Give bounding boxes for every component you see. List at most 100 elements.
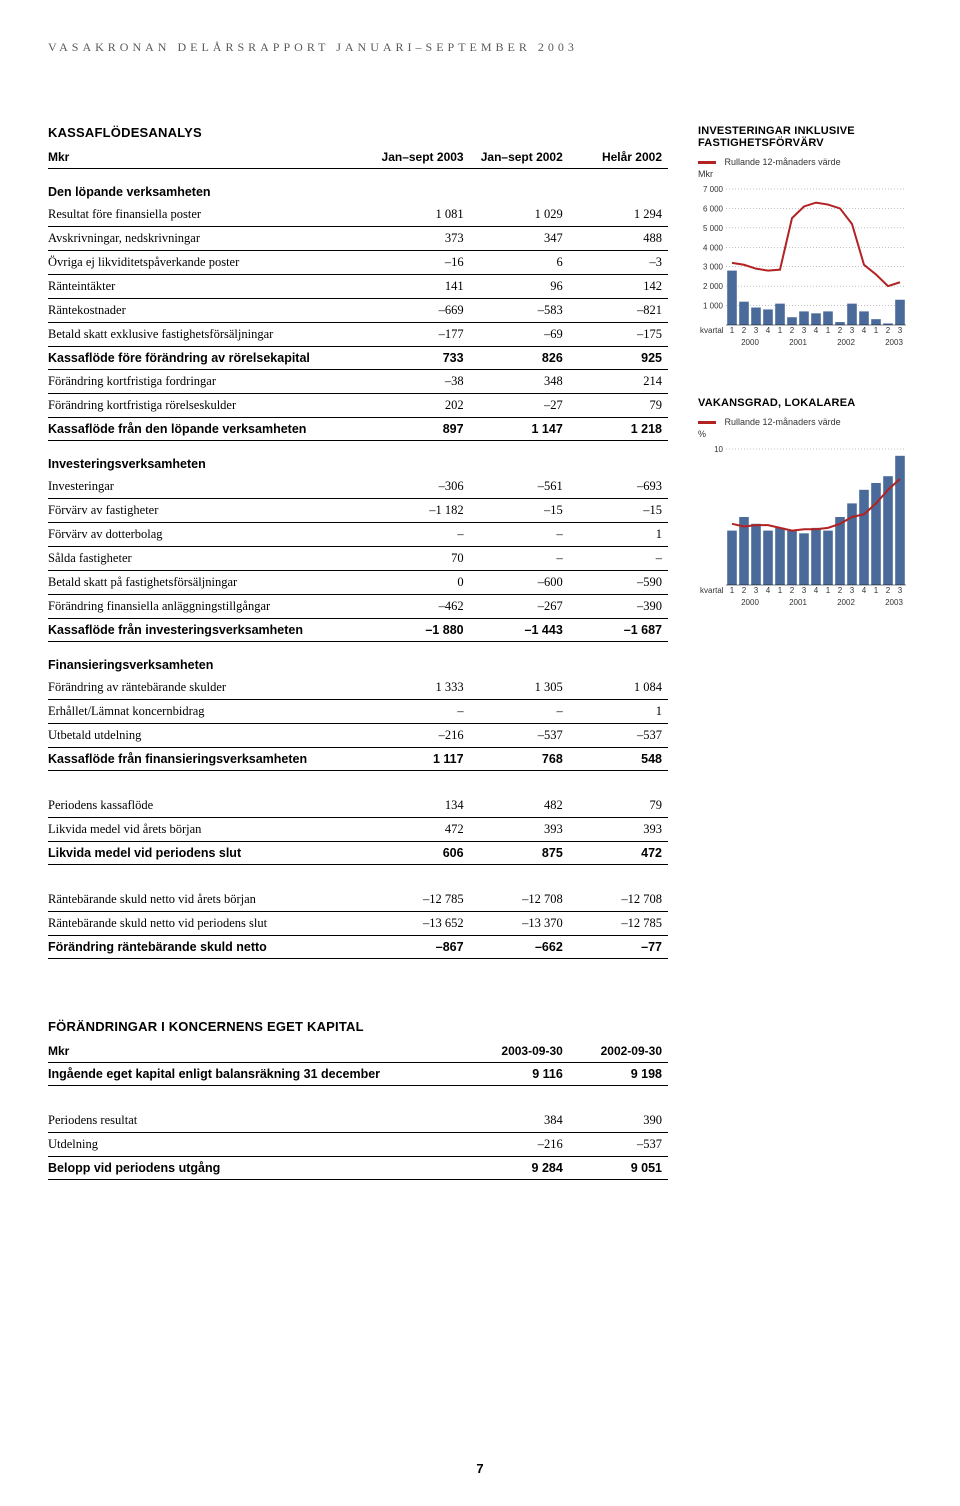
svg-text:3: 3 — [754, 326, 759, 335]
left-column: KASSAFLÖDESANALYS MkrJan–sept 2003Jan–se… — [48, 125, 668, 1180]
chart2-svg: 101234123412341232000200120022003kvartal — [698, 443, 908, 613]
table1-cell: 1 029 — [470, 203, 569, 227]
table1-cell: 1 — [569, 700, 668, 724]
table1-cell: Betald skatt exklusive fastighetsförsälj… — [48, 323, 370, 347]
chart2-unit: % — [698, 429, 908, 439]
table1-cell: –306 — [370, 475, 469, 499]
chart1-svg: 1 0002 0003 0004 0005 0006 0007 00012341… — [698, 183, 908, 353]
chart1-legend: Rullande 12-månaders värde — [698, 157, 908, 167]
table1-cell: Förändring räntebärande skuld netto — [48, 936, 370, 959]
table1-cell: Räntebärande skuld netto vid periodens s… — [48, 912, 370, 936]
table1-cell: Räntebärande skuld netto vid årets börja… — [48, 888, 370, 912]
table1-cell: –12 708 — [470, 888, 569, 912]
svg-text:3: 3 — [754, 586, 759, 595]
svg-text:3 000: 3 000 — [703, 263, 724, 272]
table1-cell: Likvida medel vid årets början — [48, 818, 370, 842]
table2-header-cell: 2002-09-30 — [569, 1040, 668, 1063]
table1-cell: –867 — [370, 936, 469, 959]
svg-text:4: 4 — [814, 326, 819, 335]
table1-cell: –590 — [569, 571, 668, 595]
chart2-title: VAKANSGRAD, LOKALAREA — [698, 397, 908, 409]
svg-text:2: 2 — [790, 586, 795, 595]
table1-cell: Investeringar — [48, 475, 370, 499]
table1-cell: – — [569, 547, 668, 571]
table1-cell: –600 — [470, 571, 569, 595]
svg-text:1: 1 — [826, 326, 831, 335]
svg-text:1: 1 — [874, 586, 879, 595]
table1-cell: 606 — [370, 842, 469, 865]
svg-text:2003: 2003 — [885, 338, 903, 347]
table1-cell: 214 — [569, 370, 668, 394]
table1-cell: 1 — [569, 523, 668, 547]
svg-text:1: 1 — [730, 586, 735, 595]
table1-cell: –821 — [569, 299, 668, 323]
svg-text:2: 2 — [742, 586, 747, 595]
table2-cell: 9 198 — [569, 1063, 668, 1086]
chart2-box: VAKANSGRAD, LOKALAREA Rullande 12-månade… — [698, 397, 908, 617]
table1-cell: 79 — [569, 394, 668, 418]
table1-cell: –13 652 — [370, 912, 469, 936]
table1-cell: 1 333 — [370, 676, 469, 700]
table1-cell: –537 — [470, 724, 569, 748]
table1-cell: Likvida medel vid periodens slut — [48, 842, 370, 865]
table1-cell: Övriga ej likviditetspåverkande poster — [48, 251, 370, 275]
table1-cell: –69 — [470, 323, 569, 347]
table1-cell: –13 370 — [470, 912, 569, 936]
table1-cell: – — [470, 700, 569, 724]
table1-cell: Kassaflöde från finansieringsverksamhete… — [48, 748, 370, 771]
table1-cell: –1 443 — [470, 619, 569, 642]
svg-text:2: 2 — [790, 326, 795, 335]
table1-cell: Utbetald utdelning — [48, 724, 370, 748]
table1-cell: –561 — [470, 475, 569, 499]
table2-cell: –537 — [569, 1133, 668, 1157]
table1-cell: Erhållet/Lämnat koncernbidrag — [48, 700, 370, 724]
table2-cell: 9 116 — [470, 1063, 569, 1086]
table1-cell: Förvärv av fastigheter — [48, 499, 370, 523]
table1-cell: 488 — [569, 227, 668, 251]
table1-cell: –3 — [569, 251, 668, 275]
table2-cell: 384 — [470, 1109, 569, 1133]
table1-cell: Ränteintäkter — [48, 275, 370, 299]
table2-header-cell: Mkr — [48, 1040, 470, 1063]
table1-cell: 70 — [370, 547, 469, 571]
table1-cell: –669 — [370, 299, 469, 323]
svg-text:6 000: 6 000 — [703, 204, 724, 213]
svg-text:4 000: 4 000 — [703, 243, 724, 252]
right-column: INVESTERINGAR INKLUSIVE FASTIGHETSFÖRVÄR… — [698, 125, 908, 1180]
table2-title: FÖRÄNDRINGAR I KONCERNENS EGET KAPITAL — [48, 1019, 668, 1034]
table1-cell: –12 785 — [370, 888, 469, 912]
svg-text:2 000: 2 000 — [703, 282, 724, 291]
table2-cell: 9 284 — [470, 1157, 569, 1180]
table1-cell: Resultat före finansiella poster — [48, 203, 370, 227]
table1-cell: – — [470, 547, 569, 571]
svg-text:2: 2 — [838, 586, 843, 595]
table1-cell: –1 687 — [569, 619, 668, 642]
table2-cell: Ingående eget kapital enligt balansräkni… — [48, 1063, 470, 1086]
table1-cell: 768 — [470, 748, 569, 771]
main-layout: KASSAFLÖDESANALYS MkrJan–sept 2003Jan–se… — [48, 125, 912, 1180]
svg-text:2: 2 — [742, 326, 747, 335]
table1-cell: –390 — [569, 595, 668, 619]
svg-text:1: 1 — [778, 586, 783, 595]
table2-cell: Utdelning — [48, 1133, 470, 1157]
table1-cell: 472 — [370, 818, 469, 842]
svg-text:3: 3 — [898, 586, 903, 595]
table1-header-cell: Helår 2002 — [569, 146, 668, 169]
table2-header-cell: 2003-09-30 — [470, 1040, 569, 1063]
table1-cell: 141 — [370, 275, 469, 299]
table1-cell: 134 — [370, 794, 469, 818]
table2-cell: 390 — [569, 1109, 668, 1133]
svg-text:1 000: 1 000 — [703, 302, 724, 311]
table1-cell: Kassaflöde före förändring av rörelsekap… — [48, 347, 370, 370]
table1-cell: –27 — [470, 394, 569, 418]
svg-text:3: 3 — [898, 326, 903, 335]
table1-header-cell: Jan–sept 2003 — [370, 146, 469, 169]
table1-cell: 925 — [569, 347, 668, 370]
svg-text:kvartal: kvartal — [700, 326, 724, 335]
svg-text:2002: 2002 — [837, 338, 855, 347]
table1-cell: 0 — [370, 571, 469, 595]
table1-cell: –38 — [370, 370, 469, 394]
table1-cell: –15 — [569, 499, 668, 523]
svg-text:3: 3 — [850, 326, 855, 335]
table1-cell: –583 — [470, 299, 569, 323]
